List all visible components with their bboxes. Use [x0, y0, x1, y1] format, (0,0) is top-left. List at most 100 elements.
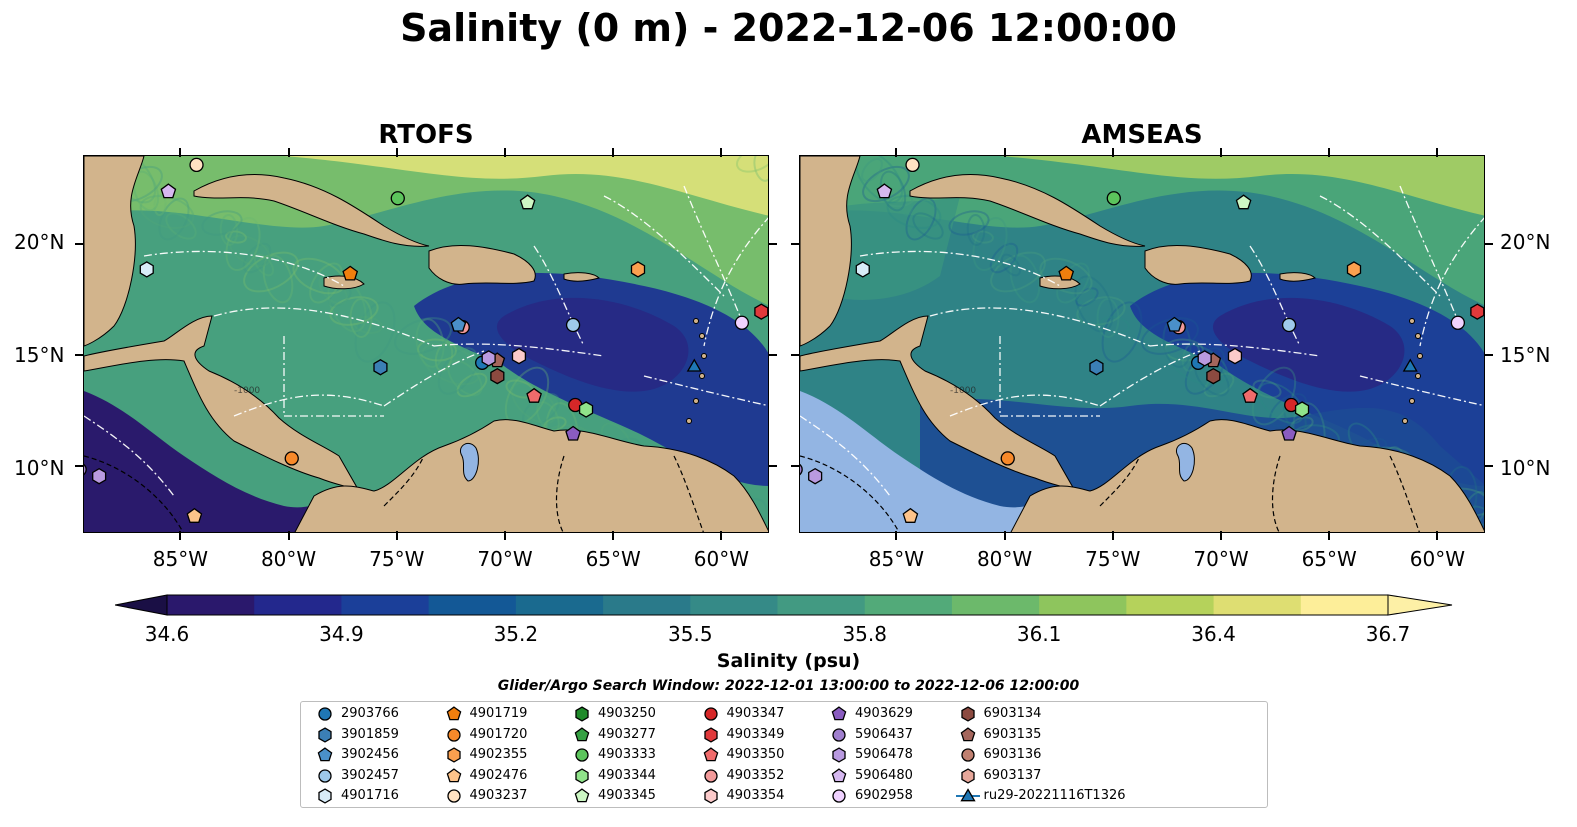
legend-label: 5906480: [855, 767, 913, 783]
panel-title-amseas: AMSEAS: [1081, 120, 1203, 150]
legend-marker-icon: [703, 769, 718, 783]
lon-tick: [1328, 148, 1331, 157]
legend-label: 4903350: [726, 747, 785, 763]
lon-label-amseas-60w: 60°W: [1409, 547, 1466, 571]
station-marker-4903354: [511, 347, 527, 365]
lat-label-15n-right: 15°N: [1500, 343, 1551, 367]
colorbar-segment: [690, 595, 779, 615]
lon-tick: [179, 148, 182, 157]
legend-marker-icon: [960, 726, 975, 741]
lon-tick: [1111, 148, 1114, 157]
lon-label-rtofs-75w: 75°W: [369, 547, 425, 571]
station-marker-6902958: [734, 315, 750, 330]
legend-marker-icon: [575, 748, 589, 762]
legend-marker-icon: [446, 747, 461, 763]
colorbar-tick-label: 35.2: [493, 622, 539, 646]
lon-tick: [895, 148, 898, 157]
legend-marker-icon: [703, 788, 718, 805]
legend-marker-icon: [446, 706, 461, 721]
colorbar: [115, 594, 1453, 616]
lat-label-10n: 10°N: [14, 456, 65, 480]
legend-label: 4903237: [469, 788, 528, 804]
station-marker-5906437: [800, 463, 803, 476]
station-marker-4902355: [1346, 261, 1362, 278]
lon-tick: [503, 531, 506, 540]
lat-tick: [791, 242, 800, 245]
lon-label-rtofs-80w: 80°W: [260, 547, 317, 571]
lat-tick: [1484, 465, 1493, 468]
station-marker-4903237: [189, 157, 204, 173]
station-marker-3901859: [1089, 359, 1104, 376]
map-panel-amseas: -1000: [799, 155, 1485, 533]
legend-label: 4903345: [598, 788, 656, 804]
colorbar-segment: [1213, 595, 1302, 615]
station-marker-6902958: [1450, 315, 1466, 330]
legend-label: 4903277: [598, 726, 656, 742]
colorbar-tick-label: 34.9: [319, 622, 364, 646]
legend-marker-icon: [960, 748, 975, 762]
station-marker-4903345: [1235, 194, 1252, 210]
legend-label: 6903135: [983, 726, 1042, 742]
legend-label: 3902457: [341, 767, 399, 783]
station-marker-6903134: [490, 367, 505, 385]
legend-marker-icon: [959, 788, 976, 802]
lat-label-20n-right: 20°N: [1500, 230, 1551, 254]
lat-tick: [768, 354, 777, 357]
colorbar-extend-max: [1387, 594, 1453, 616]
lat-label-20n: 20°N: [14, 230, 65, 254]
colorbar-tick-label: 36.4: [1191, 622, 1236, 646]
legend-label: 4901716: [341, 788, 399, 804]
lon-tick: [1003, 148, 1006, 157]
station-marker-4903349: [754, 303, 768, 320]
lon-tick: [503, 148, 506, 157]
legend-label: 4903349: [726, 726, 785, 742]
legend-label: 6903137: [983, 767, 1042, 783]
station-marker-4902476: [186, 507, 203, 523]
legend-marker-icon: [318, 769, 332, 783]
colorbar-segment: [864, 595, 953, 615]
svg-text:-1000: -1000: [234, 386, 260, 396]
legend-marker-icon: [703, 726, 718, 743]
lat-tick: [1484, 242, 1493, 245]
lon-tick: [1219, 148, 1222, 157]
station-marker-4903349: [1470, 303, 1484, 320]
lon-tick: [720, 148, 723, 157]
legend-marker-icon: [575, 706, 589, 722]
lat-tick: [75, 465, 84, 468]
lon-tick: [395, 531, 398, 540]
colorbar-tick-label: 35.5: [668, 622, 713, 646]
legend: 2903766 3901859 3902456 3902457 4901716 49017…: [300, 701, 1268, 808]
legend-marker-icon: [703, 747, 718, 762]
legend-marker-icon: [446, 727, 461, 742]
station-marker-3901859: [373, 359, 388, 376]
lat-tick: [75, 354, 84, 357]
lon-tick: [287, 148, 290, 157]
station-marker-4903350: [526, 387, 542, 403]
legend-label: 4903344: [598, 767, 656, 783]
station-marker-5906478: [1197, 350, 1212, 367]
lon-tick: [1003, 531, 1006, 540]
legend-marker-icon: [446, 768, 461, 783]
legend-label: 6903136: [983, 747, 1042, 763]
legend-label: 4901719: [469, 706, 528, 721]
search-window-text: Glider/Argo Search Window: 2022-12-01 13…: [497, 678, 1080, 694]
station-marker-5906478: [481, 350, 496, 367]
legend-marker-icon: [703, 707, 718, 721]
lon-label-rtofs-70w: 70°W: [477, 547, 533, 571]
station-marker-ru29-20221116T1326: [1402, 358, 1418, 372]
station-marker-3902457: [565, 317, 581, 333]
lon-tick: [1111, 531, 1114, 540]
colorbar-segment: [1039, 595, 1127, 615]
lon-label-rtofs-65w: 65°W: [585, 547, 641, 571]
station-marker-4901719: [342, 265, 359, 281]
station-marker-4901716: [139, 261, 154, 278]
lon-tick: [1436, 531, 1439, 540]
lat-label-10n-right: 10°N: [1500, 456, 1551, 480]
colorbar-segment: [515, 595, 604, 615]
legend-marker-icon: [318, 788, 332, 805]
lon-label-amseas-70w: 70°W: [1193, 547, 1249, 571]
lon-tick: [1328, 531, 1331, 540]
lat-tick: [768, 465, 777, 468]
station-marker-4903629: [1281, 425, 1297, 441]
legend-label: 5906437: [855, 726, 913, 742]
